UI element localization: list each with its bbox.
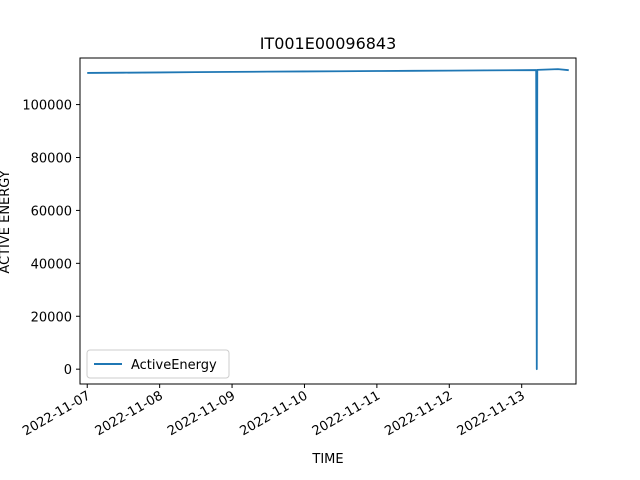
x-tick-label: 2022-11-08 [93, 388, 166, 439]
legend: ActiveEnergy [86, 349, 230, 379]
x-tick-label: 2022-11-09 [165, 388, 238, 439]
series-line-activeenergy [87, 68, 569, 371]
y-axis: 0 20000 40000 60000 80000 100000 [22, 99, 80, 378]
x-tick-label: 2022-11-13 [455, 388, 528, 439]
plot-area [87, 68, 569, 371]
legend-label: ActiveEnergy [131, 358, 217, 373]
legend-box [86, 349, 230, 379]
y-tick-label: 100000 [22, 99, 72, 114]
y-tick-label: 0 [64, 363, 72, 378]
x-tick-label: 2022-11-12 [382, 388, 455, 439]
y-tick-label: 20000 [31, 310, 72, 325]
chart-title: IT001E00096843 [260, 34, 397, 53]
plot-frame [79, 57, 577, 385]
x-tick-label: 2022-11-10 [238, 388, 311, 439]
y-tick-label: 80000 [31, 151, 72, 166]
x-axis-label: TIME [311, 452, 343, 467]
y-tick-label: 60000 [31, 204, 72, 219]
y-tick-label: 40000 [31, 257, 72, 272]
x-tick-label: 2022-11-11 [310, 388, 383, 439]
x-axis: 2022-11-07 2022-11-08 2022-11-09 2022-11-10… [20, 384, 528, 439]
x-tick-label: 2022-11-07 [20, 388, 93, 439]
y-axis-label: ACTIVE ENERGY [0, 170, 13, 273]
